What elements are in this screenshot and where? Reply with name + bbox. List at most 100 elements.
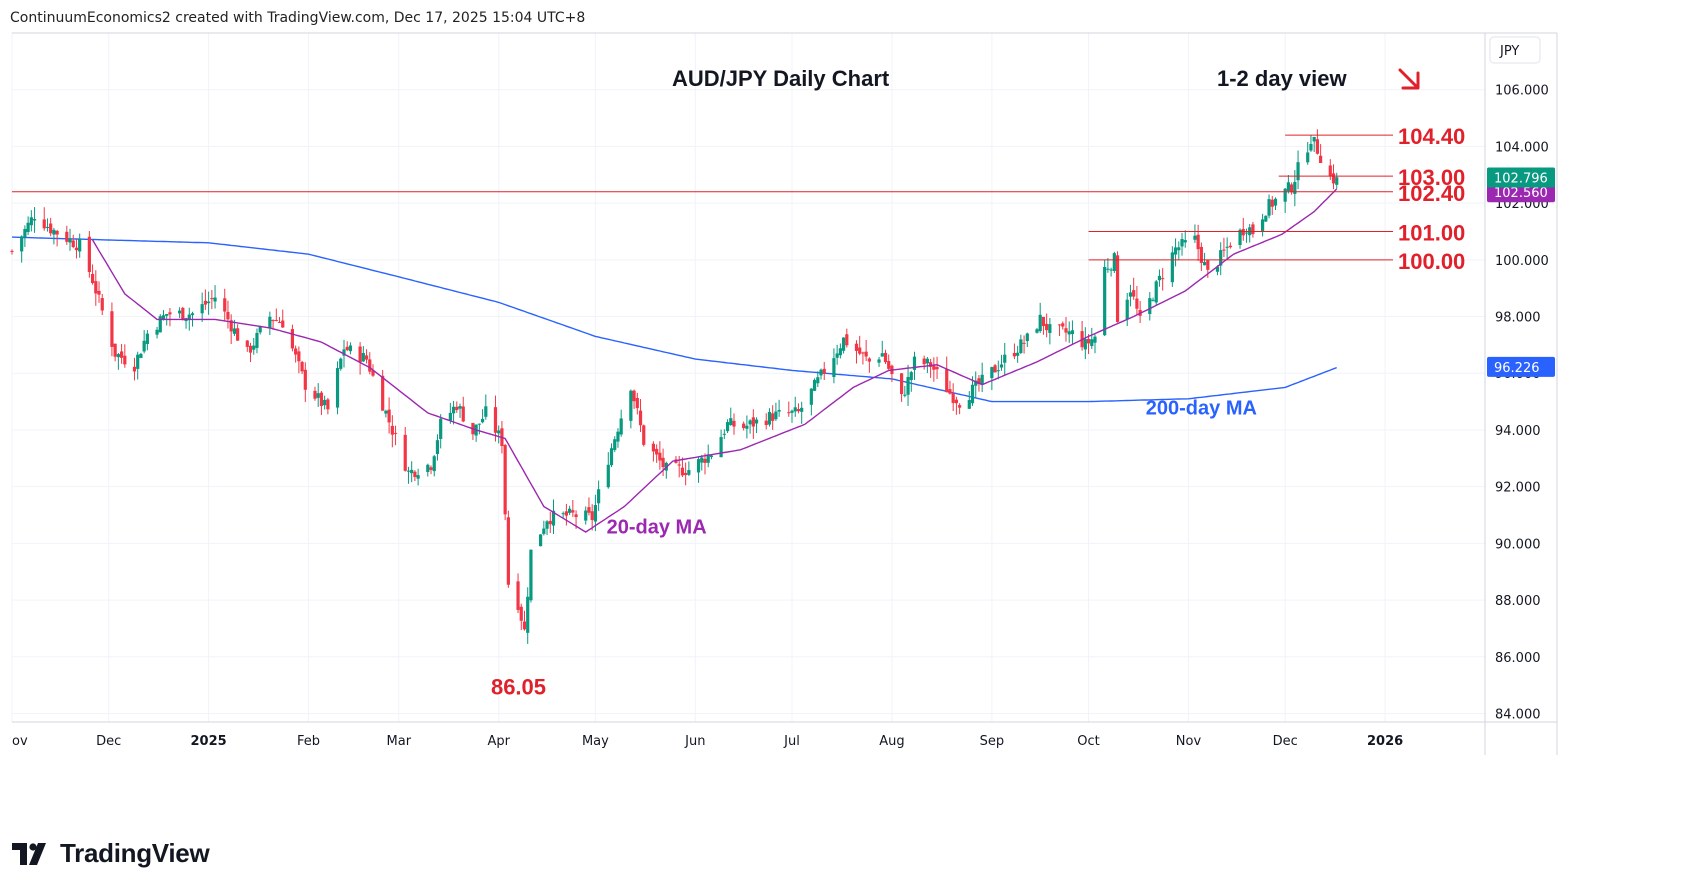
x-tick-label: 2026 <box>1367 734 1403 749</box>
ma20-line <box>93 189 1337 532</box>
candle-body <box>877 359 880 362</box>
candle-body <box>845 334 848 345</box>
candle-body <box>65 232 68 242</box>
candle-body <box>993 365 996 372</box>
candle-body <box>210 298 213 299</box>
candle-body <box>433 456 436 471</box>
candle-body <box>1206 260 1209 269</box>
candle-body <box>952 393 955 403</box>
candle-body <box>1022 343 1025 344</box>
candle-body <box>213 298 216 302</box>
tradingview-logo-icon <box>12 843 52 865</box>
candle-body <box>484 406 487 416</box>
candle-body <box>884 353 887 362</box>
candle-body <box>1335 177 1338 185</box>
currency-button[interactable]: JPY <box>1490 37 1540 63</box>
candle-body <box>275 320 278 321</box>
candle-body <box>233 328 236 333</box>
candle-body <box>568 509 571 513</box>
candle-body <box>597 489 600 503</box>
candles-layer <box>10 129 1338 644</box>
y-tick-label: 86.000 <box>1495 651 1541 666</box>
candle-body <box>1103 267 1106 335</box>
candle-body <box>981 375 984 385</box>
candle-body <box>255 333 258 348</box>
candle-body <box>1113 253 1116 271</box>
candle-body <box>27 223 30 232</box>
level-label: 100.00 <box>1398 249 1465 274</box>
candle-body <box>43 219 46 228</box>
y-tick-label: 88.000 <box>1495 594 1541 609</box>
candle-body <box>903 395 906 396</box>
candle-body <box>1271 200 1274 207</box>
candle-body <box>249 346 252 353</box>
x-tick-label: Dec <box>96 734 121 749</box>
candle-body <box>1251 224 1254 234</box>
candle-body <box>1084 339 1087 349</box>
candle-body <box>778 410 781 412</box>
candle-body <box>813 380 816 391</box>
chart-grid <box>12 33 1557 755</box>
candle-body <box>410 470 413 473</box>
candle-body <box>1161 278 1164 279</box>
candle-body <box>139 354 142 358</box>
candle-body <box>226 312 229 319</box>
svg-text:102.560: 102.560 <box>1494 186 1548 201</box>
candle-body <box>732 421 735 427</box>
candle-body <box>281 321 284 328</box>
y-tick-label: 106.000 <box>1495 84 1549 99</box>
candle-body <box>539 534 542 546</box>
candle-body <box>1155 281 1158 302</box>
candle-body <box>562 513 565 514</box>
x-tick-label: Oct <box>1077 734 1099 749</box>
candle-body <box>320 393 323 406</box>
candle-body <box>629 391 632 421</box>
candle-body <box>726 422 729 431</box>
candle-body <box>887 361 890 369</box>
candle-body <box>497 430 500 433</box>
candle-body <box>1309 144 1312 151</box>
candle-body <box>1197 235 1200 249</box>
candle-body <box>46 227 49 228</box>
candle-body <box>449 413 452 421</box>
candle-body <box>388 410 391 423</box>
candle-body <box>1087 339 1090 344</box>
candle-body <box>204 301 207 305</box>
candle-body <box>529 550 532 601</box>
candle-body <box>910 372 913 380</box>
candle-body <box>800 408 803 412</box>
candle-body <box>504 445 507 514</box>
y-axis[interactable]: 84.00086.00088.00090.00092.00094.00096.0… <box>1487 37 1555 722</box>
candle-body <box>745 426 748 429</box>
candle-body <box>1148 298 1151 314</box>
x-axis[interactable]: ov Dec 2025 Feb Mar Apr May Jun Jul Aug Sep Oct Nov D… <box>12 734 1403 749</box>
candle-body <box>52 230 55 235</box>
candle-body <box>368 359 371 371</box>
candle-body <box>349 345 352 351</box>
candle-body <box>359 347 362 363</box>
level-label: 101.00 <box>1398 220 1465 245</box>
price-marker: 96.226 <box>1487 357 1555 377</box>
candle-body <box>146 334 149 344</box>
candle-body <box>613 439 616 450</box>
candle-body <box>323 400 326 405</box>
candle-body <box>294 348 297 354</box>
candle-body <box>33 219 36 220</box>
candle-body <box>117 354 120 357</box>
candle-body <box>417 475 420 479</box>
candle-body <box>1090 339 1093 346</box>
candle-body <box>1287 182 1290 191</box>
candle-body <box>549 521 552 524</box>
candle-body <box>313 391 316 399</box>
candle-body <box>407 471 410 472</box>
candle-body <box>1013 353 1016 356</box>
candle-body <box>101 298 104 310</box>
candle-body <box>178 311 181 314</box>
candle-body <box>1284 189 1287 202</box>
tradingview-logo[interactable]: TradingView <box>12 838 209 869</box>
candle-body <box>968 400 971 409</box>
candle-body <box>162 315 165 319</box>
candle-body <box>365 355 368 359</box>
candle-body <box>56 231 59 235</box>
